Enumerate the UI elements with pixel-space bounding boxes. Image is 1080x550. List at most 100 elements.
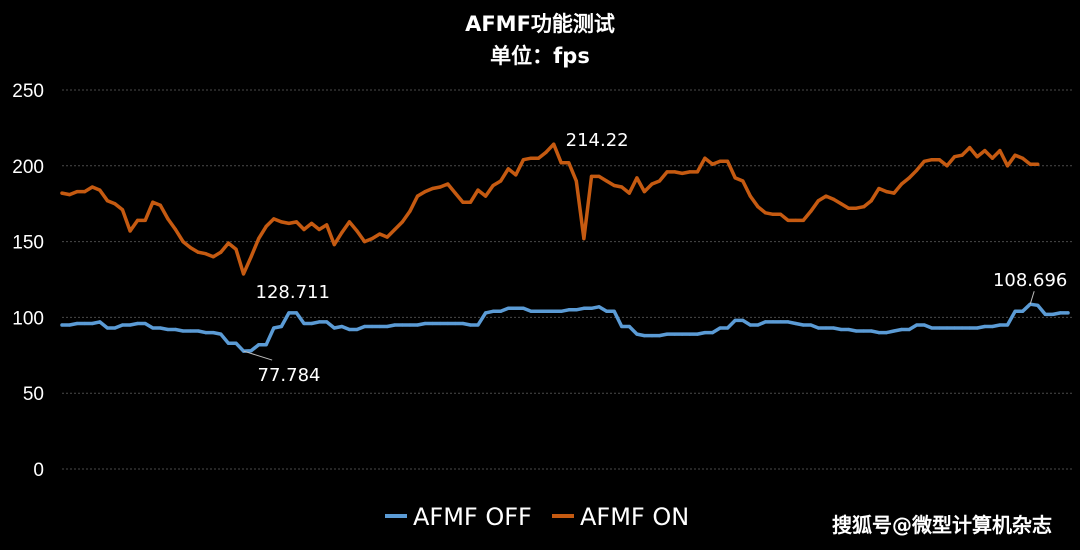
data-point	[922, 159, 926, 163]
data-point	[219, 250, 223, 254]
data-point	[264, 224, 268, 228]
data-point	[219, 332, 223, 336]
data-point	[642, 190, 647, 194]
data-point	[408, 209, 412, 213]
data-point	[544, 150, 548, 154]
data-point	[68, 193, 72, 197]
data-point	[786, 218, 790, 222]
data-point	[1005, 323, 1010, 327]
data-point	[105, 199, 109, 203]
data-point	[173, 227, 178, 232]
data-point	[922, 323, 926, 327]
data-point	[968, 146, 972, 150]
data-point	[869, 329, 873, 333]
data-point	[431, 186, 435, 191]
data-point	[514, 173, 518, 177]
data-point	[718, 326, 722, 330]
data-point	[166, 327, 170, 332]
data-point	[900, 327, 904, 332]
data-point	[294, 220, 299, 224]
series-line-afmf-on	[60, 142, 1040, 276]
data-point	[325, 223, 329, 227]
data-point	[567, 308, 571, 312]
data-point	[302, 227, 306, 232]
data-point	[642, 334, 647, 338]
data-point	[907, 327, 911, 332]
data-point	[680, 332, 684, 336]
data-point	[930, 326, 934, 330]
data-point	[763, 320, 768, 324]
data-point	[567, 161, 571, 165]
data-point	[143, 321, 147, 326]
data-point	[173, 327, 178, 332]
data-point	[983, 324, 987, 329]
y-tick-label: 0	[33, 460, 44, 481]
data-point	[98, 320, 102, 324]
data-point	[726, 159, 730, 163]
data-label: 128.711	[256, 282, 330, 303]
data-point	[597, 305, 601, 309]
data-point	[665, 332, 669, 336]
data-point	[347, 327, 351, 332]
data-point	[718, 159, 722, 163]
y-axis-tick-labels: 0 50 100 150 200 250	[12, 81, 44, 481]
data-point	[1051, 312, 1055, 316]
data-point	[990, 156, 995, 160]
data-point	[960, 326, 964, 330]
data-point	[75, 321, 79, 326]
data-point	[794, 321, 798, 326]
data-point	[620, 324, 624, 329]
data-point	[347, 220, 351, 224]
data-point	[854, 206, 858, 210]
data-point	[847, 327, 851, 332]
data-point	[748, 323, 752, 327]
data-label-leader	[243, 350, 273, 361]
data-point	[446, 182, 450, 186]
data-point	[756, 205, 760, 209]
chart-subtitle: 单位：fps	[490, 44, 590, 68]
data-point	[869, 199, 873, 203]
data-point	[378, 324, 382, 329]
data-point	[310, 321, 314, 326]
data-point	[635, 176, 639, 180]
data-point	[272, 217, 276, 221]
data-point	[264, 343, 268, 347]
data-point	[355, 327, 359, 332]
data-point	[574, 308, 578, 312]
data-point	[332, 326, 336, 330]
data-point	[612, 183, 616, 188]
data-point	[317, 320, 321, 324]
data-point	[915, 168, 919, 172]
data-point	[937, 158, 942, 162]
data-point	[393, 323, 397, 327]
data-point	[816, 199, 821, 203]
data-point	[945, 326, 949, 330]
data-point	[847, 206, 851, 210]
data-point	[294, 311, 299, 315]
data-point	[877, 331, 881, 335]
data-point	[226, 341, 230, 345]
data-point	[741, 318, 745, 322]
data-point	[60, 323, 64, 327]
data-point	[824, 326, 828, 330]
data-point	[990, 324, 995, 329]
data-point	[673, 170, 677, 174]
data-point	[136, 218, 140, 222]
data-point	[710, 162, 715, 166]
data-point	[234, 247, 238, 251]
data-point	[423, 190, 427, 194]
data-point	[839, 327, 843, 332]
data-point	[574, 179, 578, 183]
data-point	[196, 250, 200, 254]
data-point	[650, 334, 654, 338]
data-point	[763, 211, 768, 215]
data-point	[779, 320, 783, 324]
data-point	[370, 237, 374, 241]
data-point	[975, 155, 979, 159]
data-point	[363, 324, 367, 329]
data-point	[688, 170, 692, 174]
series-line-afmf-off	[60, 302, 1070, 353]
data-point	[75, 190, 79, 194]
data-point	[506, 306, 510, 310]
